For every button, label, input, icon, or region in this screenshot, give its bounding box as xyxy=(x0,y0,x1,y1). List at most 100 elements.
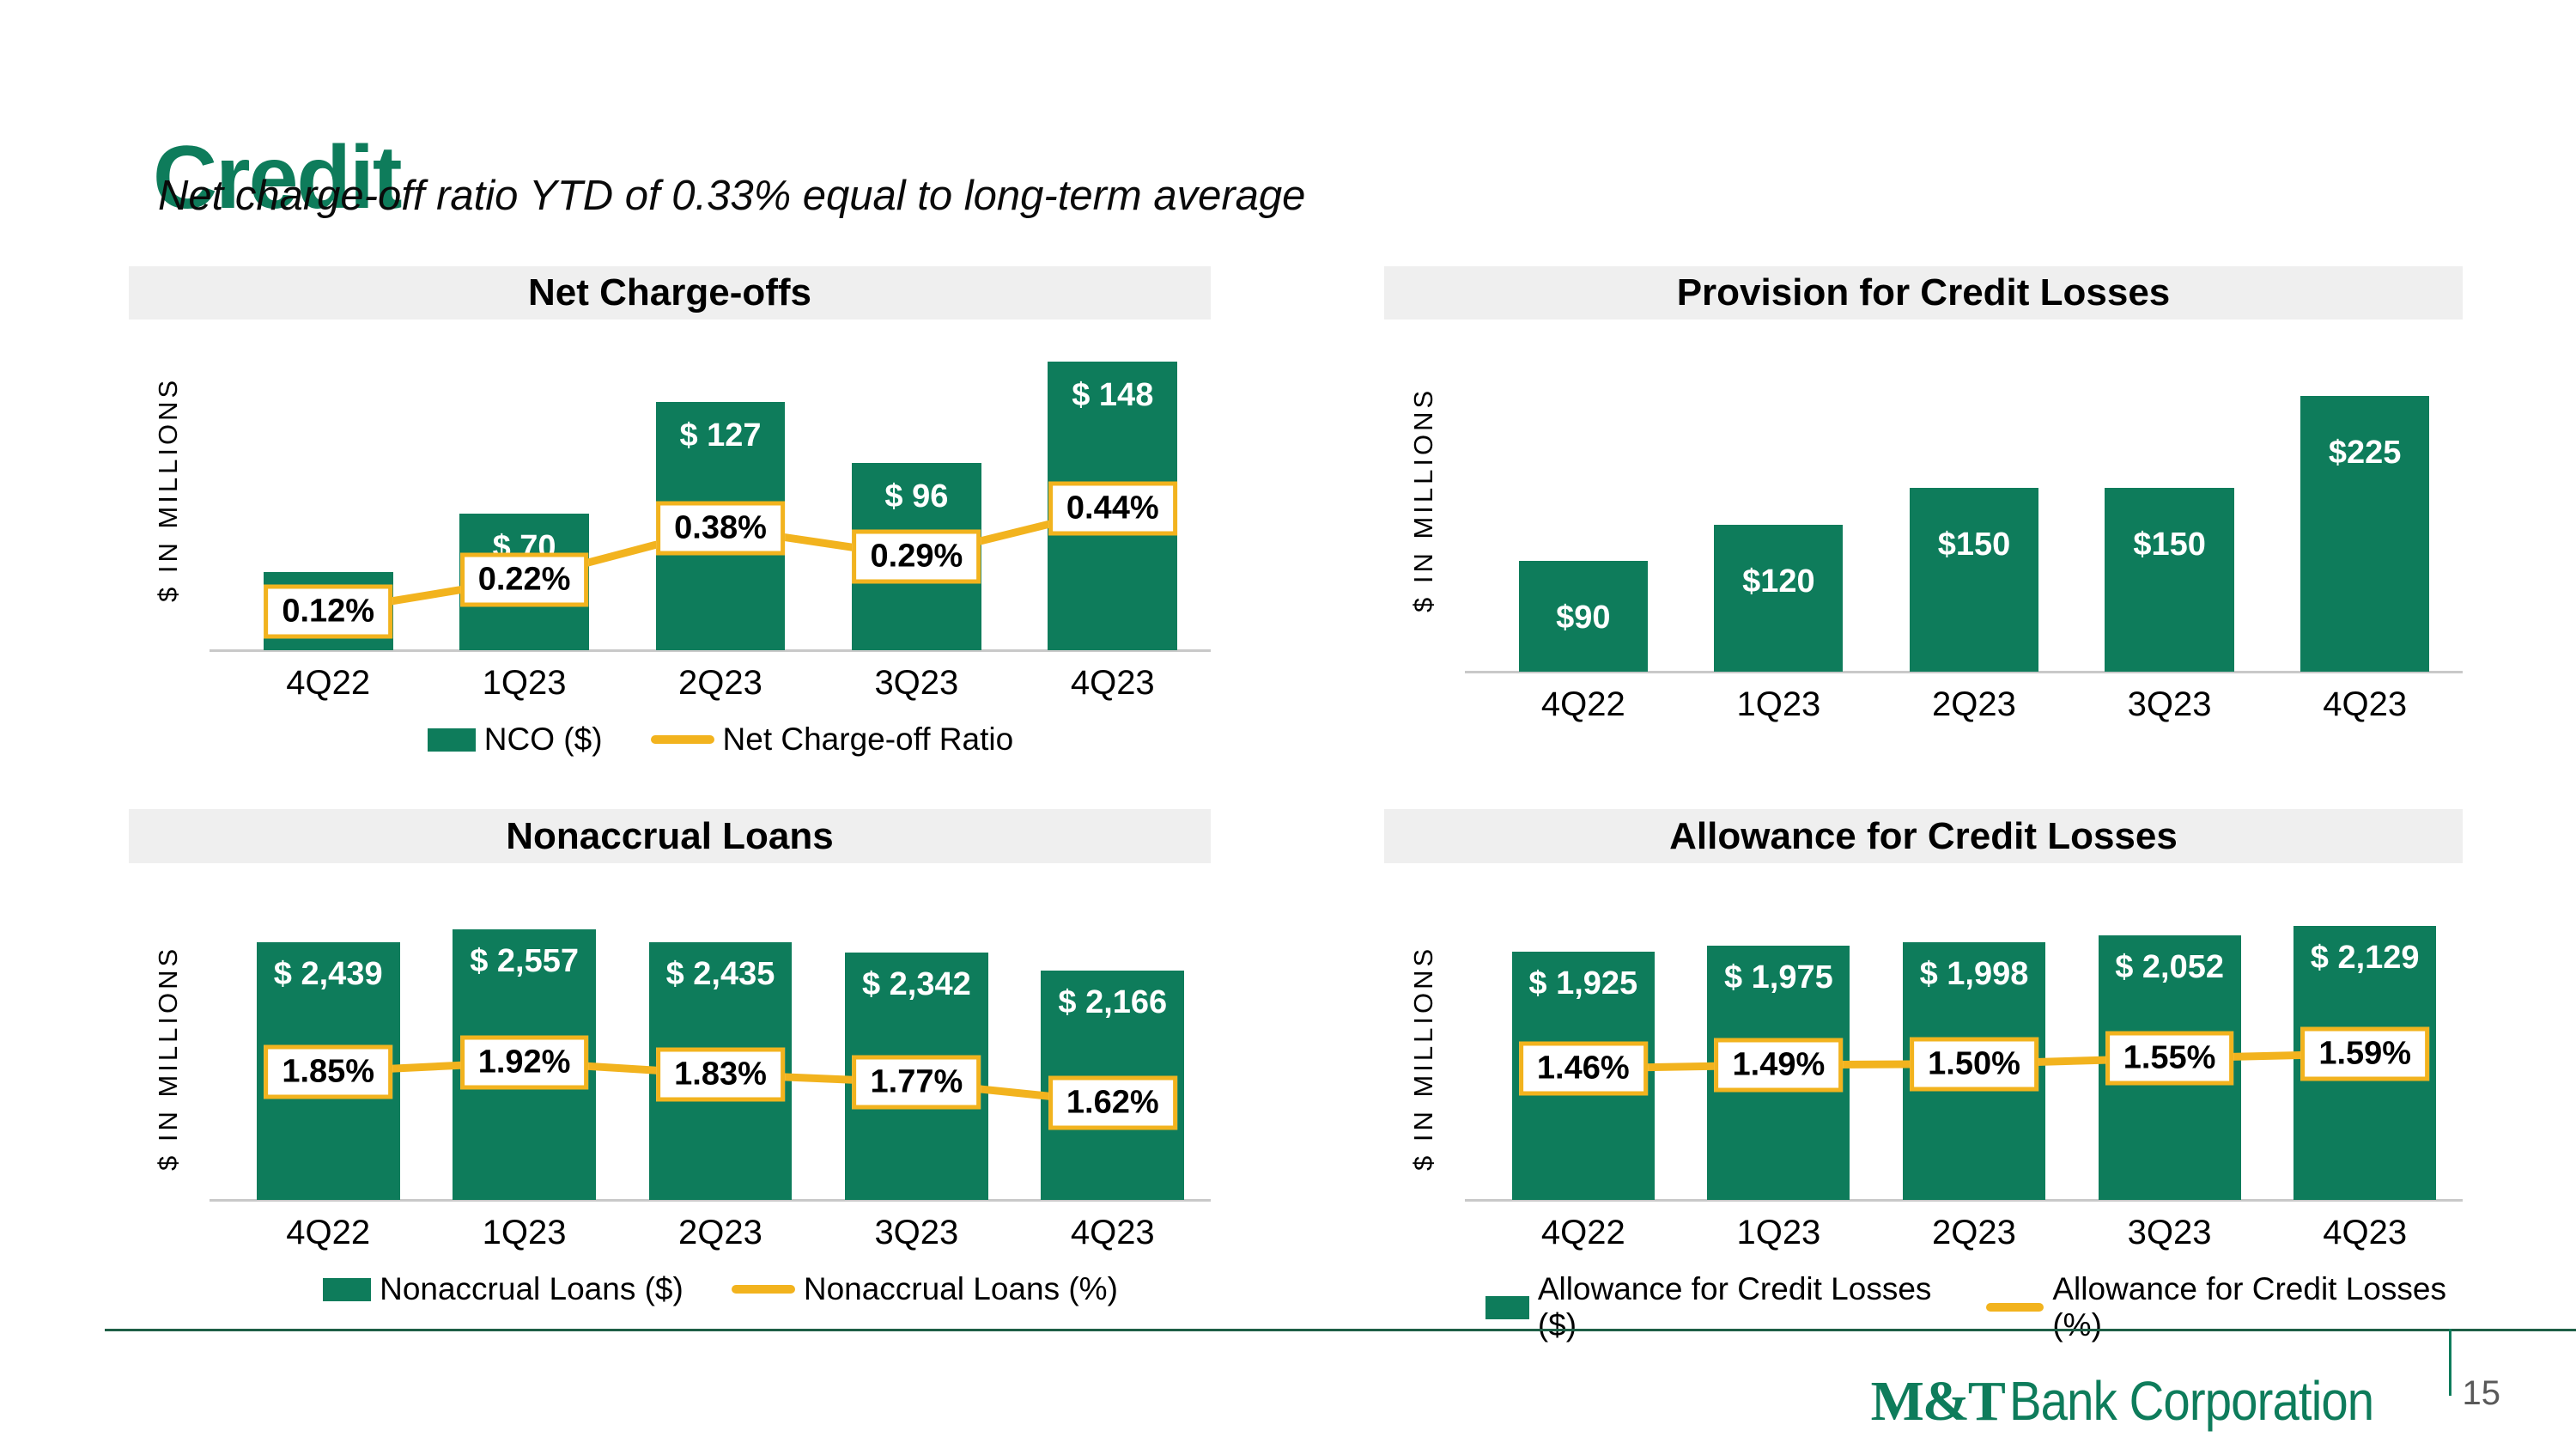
bar-value-label: $ 148 xyxy=(1072,376,1154,413)
axis-baseline xyxy=(210,1199,1211,1202)
x-tick-label: 4Q23 xyxy=(2323,1214,2408,1251)
bar xyxy=(1518,561,1648,672)
x-tick-label: 2Q23 xyxy=(678,1214,762,1251)
x-tick-label: 2Q23 xyxy=(1932,1214,2016,1251)
logo-divider xyxy=(2449,1329,2451,1396)
legend-line-swatch xyxy=(731,1285,795,1294)
x-tick-label: 1Q23 xyxy=(482,1214,567,1251)
bar xyxy=(2300,395,2430,672)
x-tick-label: 1Q23 xyxy=(1736,1214,1821,1251)
nonaccrual-loans-chart: Nonaccrual Loans $ IN MILLIONS $ 2,439 $ 2… xyxy=(129,809,1211,1307)
bar-value-label: $ 2,166 xyxy=(1058,984,1168,1021)
x-axis-labels: 4Q22 1Q23 2Q23 3Q23 4Q23 xyxy=(230,664,1211,703)
plot: $90 $120 $150 $150 $225 xyxy=(1465,328,2463,673)
bar xyxy=(1714,524,1844,672)
bar-value-label: $ 1,975 xyxy=(1723,959,1833,995)
x-tick-label: 4Q22 xyxy=(1540,1214,1625,1251)
x-tick-label: 1Q23 xyxy=(1736,685,1821,723)
bar-value-label: $ 2,342 xyxy=(861,965,971,1002)
bar-value-label: $ 1,925 xyxy=(1528,965,1638,1002)
legend: Nonaccrual Loans ($) Nonaccrual Loans (%) xyxy=(230,1271,1211,1307)
legend-label: Net Charge-off Ratio xyxy=(722,721,1014,757)
legend-label: NCO ($) xyxy=(483,721,603,757)
legend-bar-swatch xyxy=(427,728,476,752)
bar-value-label: $ 2,557 xyxy=(470,943,579,980)
bar-value-label: $ 127 xyxy=(679,417,762,454)
x-tick-label: 3Q23 xyxy=(2127,1214,2212,1251)
page-number: 15 xyxy=(2462,1374,2501,1412)
ratio-label: 0.22% xyxy=(459,552,589,606)
x-tick-label: 4Q23 xyxy=(2323,685,2408,723)
chart-plot-area: $ IN MILLIONS $90 $120 $150 $150 $225 4Q22 1Q23… xyxy=(1384,328,2463,724)
x-tick-label: 4Q22 xyxy=(286,664,371,702)
plot: $ 1,925 $ 1,975 $ 1,998 $ 2,052 $ 2,129 1.46%… xyxy=(1465,916,2463,1202)
plot: $ 2,439 $ 2,557 $ 2,435 $ 2,342 $ 2,166 1.85%… xyxy=(210,916,1211,1202)
bar-value-label: $225 xyxy=(2328,434,2402,471)
chart-title: Provision for Credit Losses xyxy=(1384,266,2463,320)
ratio-label: 1.59% xyxy=(2300,1026,2430,1081)
x-axis-labels: 4Q22 1Q23 2Q23 3Q23 4Q23 xyxy=(230,1214,1211,1252)
bar-value-label: $90 xyxy=(1556,600,1611,636)
x-tick-label: 3Q23 xyxy=(874,664,959,702)
y-axis-label: $ IN MILLIONS xyxy=(153,376,183,602)
x-tick-label: 1Q23 xyxy=(482,664,567,702)
legend-line-swatch xyxy=(650,735,714,744)
allowance-for-credit-losses-chart: Allowance for Credit Losses $ IN MILLION… xyxy=(1384,809,2463,1343)
x-tick-label: 4Q22 xyxy=(1540,685,1625,723)
x-tick-label: 4Q23 xyxy=(1070,664,1155,702)
x-tick-label: 3Q23 xyxy=(2127,685,2212,723)
footer-rule xyxy=(105,1329,2576,1331)
ratio-label: 0.44% xyxy=(1048,481,1177,536)
legend-item: Allowance for Credit Losses ($) xyxy=(1485,1271,1938,1343)
x-axis-labels: 4Q22 1Q23 2Q23 3Q23 4Q23 xyxy=(1485,685,2463,724)
legend-item: NCO ($) xyxy=(427,721,603,758)
chart-title: Nonaccrual Loans xyxy=(129,809,1211,863)
mt-bank-logo: M&TBank Corporation xyxy=(1871,1369,2423,1434)
ratio-label: 0.12% xyxy=(264,584,393,639)
y-axis-label: $ IN MILLIONS xyxy=(1408,387,1438,613)
legend: Allowance for Credit Losses ($) Allowance… xyxy=(1485,1271,2463,1343)
legend-item: Allowance for Credit Losses (%) xyxy=(1986,1271,2463,1343)
legend: NCO ($) Net Charge-off Ratio xyxy=(230,721,1211,758)
ratio-label: 1.55% xyxy=(2105,1031,2234,1086)
legend-label: Nonaccrual Loans ($) xyxy=(380,1271,683,1306)
plot: $ 40$ 70$ 127$ 96$ 1480.12%0.22%0.38%0.2… xyxy=(210,328,1211,652)
bar-value-label: $ 96 xyxy=(884,478,949,514)
bar-value-label: $ 2,129 xyxy=(2310,939,2420,976)
x-tick-label: 4Q22 xyxy=(286,1214,371,1251)
page-subtitle: Net charge-off ratio YTD of 0.33% equal … xyxy=(158,173,1306,219)
ratio-label: 0.38% xyxy=(656,501,785,555)
provision-for-credit-losses-chart: Provision for Credit Losses $ IN MILLION… xyxy=(1384,266,2463,724)
legend-item: Nonaccrual Loans (%) xyxy=(731,1271,1118,1307)
ratio-label: 1.83% xyxy=(656,1047,785,1102)
bar-value-label: $120 xyxy=(1742,563,1815,600)
legend-label: Allowance for Credit Losses (%) xyxy=(2052,1271,2446,1342)
legend-line-swatch xyxy=(1986,1303,2044,1312)
chart-title: Allowance for Credit Losses xyxy=(1384,809,2463,863)
legend-item: Net Charge-off Ratio xyxy=(650,721,1014,758)
x-axis-labels: 4Q22 1Q23 2Q23 3Q23 4Q23 xyxy=(1485,1214,2463,1252)
legend-bar-swatch xyxy=(323,1277,372,1301)
bar xyxy=(2105,487,2234,672)
ratio-label: 1.46% xyxy=(1518,1041,1648,1096)
legend-label: Allowance for Credit Losses ($) xyxy=(1537,1271,1932,1342)
bar xyxy=(1909,487,2039,672)
chart-plot-area: $ IN MILLIONS $ 1,925 $ 1,975 $ 1,998 $ 2,05… xyxy=(1384,916,2463,1343)
y-axis-label: $ IN MILLIONS xyxy=(153,945,183,1172)
legend-item: Nonaccrual Loans ($) xyxy=(323,1271,683,1307)
ratio-label: 1.62% xyxy=(1048,1075,1177,1130)
axis-baseline xyxy=(1465,1199,2463,1202)
axis-baseline xyxy=(210,649,1211,652)
chart-plot-area: $ IN MILLIONS$ 40$ 70$ 127$ 96$ 1480.12%… xyxy=(129,328,1211,758)
axis-baseline xyxy=(1465,671,2463,673)
x-tick-label: 3Q23 xyxy=(874,1214,959,1251)
bar-value-label: $ 2,439 xyxy=(273,955,383,992)
legend-bar-swatch xyxy=(1485,1295,1529,1319)
ratio-label: 1.77% xyxy=(852,1055,981,1110)
bar-value-label: $ 2,052 xyxy=(2115,949,2224,986)
x-tick-label: 2Q23 xyxy=(678,664,762,702)
bar-value-label: $150 xyxy=(2133,526,2206,563)
bar-value-label: $150 xyxy=(1937,526,2011,563)
bar-value-label: $ 2,435 xyxy=(665,956,775,993)
